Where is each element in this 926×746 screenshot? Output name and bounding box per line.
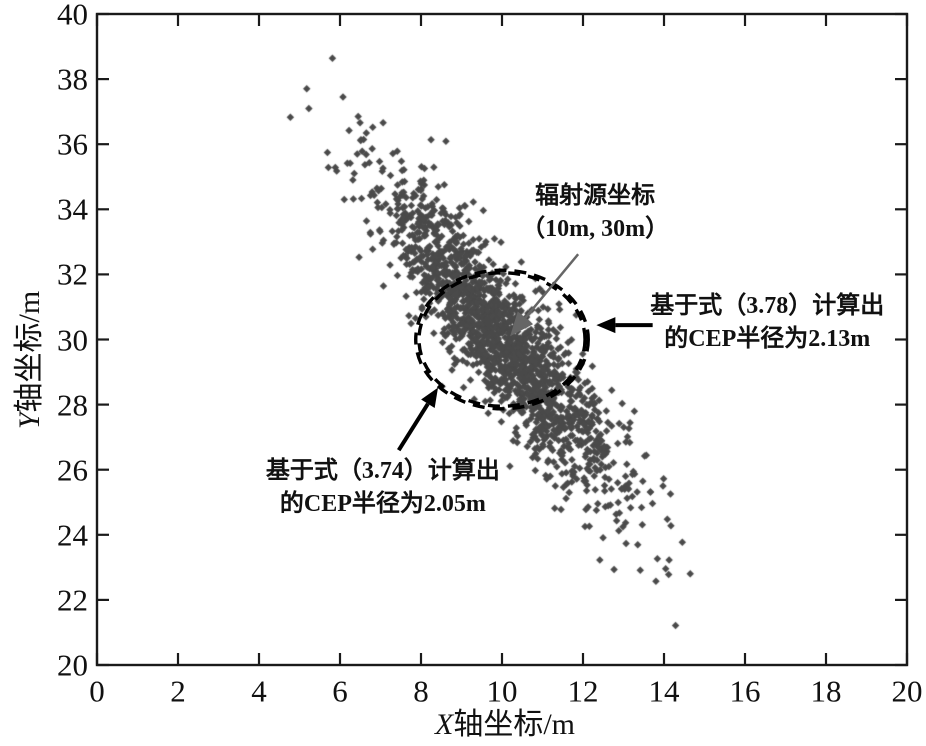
y-axis-variable: Y [13, 412, 46, 430]
annotation-cep-374-line1: 基于式（3.74）计算出 [265, 457, 500, 484]
x-tick-label: 12 [567, 673, 599, 709]
y-axis-label: Y轴坐标/m [4, 291, 48, 429]
x-tick-label: 4 [251, 673, 267, 709]
y-tick-label: 28 [57, 387, 88, 423]
y-tick-label: 34 [57, 191, 88, 227]
x-tick-label: 14 [648, 673, 680, 709]
annotation-cep-378-line2: 的CEP半径为2.13m [664, 326, 871, 353]
annotation-source-coord-line2: （10m, 30m） [521, 215, 670, 242]
x-tick-label: 16 [729, 673, 761, 709]
x-tick-label: 20 [891, 673, 923, 709]
x-axis-suffix: 轴坐标/m [453, 708, 575, 741]
x-tick-label: 0 [89, 673, 105, 709]
x-tick-label: 18 [810, 673, 842, 709]
y-tick-label: 38 [57, 61, 88, 97]
y-tick-label: 20 [57, 647, 88, 683]
annotation-source-coord-line1: 辐射源坐标 [535, 182, 656, 209]
y-tick-label: 32 [57, 256, 88, 292]
x-axis-variable: X [435, 708, 454, 741]
annotation-cep-378: 基于式（3.78）计算出 的CEP半径为2.13m [650, 290, 884, 356]
x-axis-label: X轴坐标/m [435, 699, 575, 743]
y-tick-label: 22 [57, 582, 88, 618]
x-tick-label: 8 [413, 673, 429, 709]
annotation-cep-378-line1: 基于式（3.78）计算出 [650, 293, 885, 320]
y-tick-label: 24 [57, 517, 88, 553]
y-axis-suffix: 轴坐标/m [13, 290, 46, 413]
x-tick-label: 6 [332, 673, 348, 709]
y-tick-label: 40 [57, 0, 88, 32]
x-tick-label: 10 [486, 673, 518, 709]
x-tick-label: 2 [170, 673, 186, 709]
annotation-cep-374: 基于式（3.74）计算出 的CEP半径为2.05m [266, 455, 500, 521]
annotation-source-coord: 辐射源坐标 （10m, 30m） [521, 180, 669, 246]
y-tick-label: 26 [57, 452, 88, 488]
y-tick-label: 36 [57, 126, 88, 162]
annotation-cep-374-line2: 的CEP半径为2.05m [279, 490, 486, 517]
y-tick-label: 30 [57, 322, 88, 357]
